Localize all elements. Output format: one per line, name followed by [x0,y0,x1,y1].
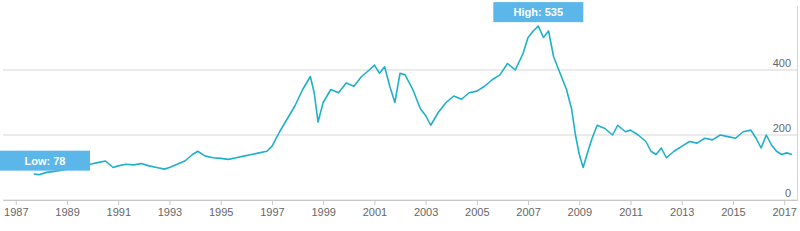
y-tick: 400 [773,57,797,70]
x-tick: 2003 [414,200,438,218]
grid [3,70,797,200]
x-tick-mark [272,200,273,205]
x-tick-label: 2005 [465,206,489,218]
y-tick-label: 400 [773,57,791,69]
x-tick-mark [16,200,17,205]
x-tick: 2001 [363,200,387,218]
x-tick: 1995 [209,200,233,218]
annotation-label: High: 535 [514,6,564,18]
annotation-label: Low: 78 [25,155,66,167]
x-tick-label: 2011 [619,206,643,218]
x-tick: 2007 [516,200,540,218]
series-line [34,26,792,175]
x-tick: 1993 [158,200,182,218]
x-tick-mark [477,200,478,205]
x-tick: 2017 [772,200,796,218]
x-tick: 2011 [619,200,643,218]
x-tick: 2009 [568,200,592,218]
annotation-box [493,2,583,22]
y-tick-label: 0 [785,187,791,199]
x-tick-label: 1997 [260,206,284,218]
x-tick-label: 1999 [311,206,335,218]
x-tick-label: 2007 [516,206,540,218]
x-tick-mark [579,200,580,205]
grid-line [3,200,797,201]
x-tick-label: 1993 [158,206,182,218]
x-tick-mark [118,200,119,205]
x-tick-label: 2017 [772,206,796,218]
annotation: High: 535 [493,2,583,22]
x-tick: 1997 [260,200,284,218]
x-tick: 1989 [55,200,79,218]
grid-line [3,135,797,136]
x-tick-label: 1987 [4,206,28,218]
x-tick-label: 2015 [721,206,745,218]
x-axis-line [4,200,798,201]
chart: 0 200 400 1987 1989 1991 1993 1995 1997 1999 2001 2… [0,0,800,231]
x-tick-mark [323,200,324,205]
x-tick: 2013 [670,200,694,218]
grid-line [3,70,797,71]
x-tick-mark [631,200,632,205]
page: {"chart_data": {"type": "line", "color":… [0,0,800,231]
x-tick: 1999 [311,200,335,218]
x-tick-label: 2013 [670,206,694,218]
x-tick-mark [169,200,170,205]
x-tick-label: 2009 [568,206,592,218]
x-tick-label: 1991 [107,206,131,218]
y-axis-line [797,6,798,201]
x-tick-mark [682,200,683,205]
x-tick-label: 1989 [55,206,79,218]
x-tick-label: 2003 [414,206,438,218]
annotation: Low: 78 [0,151,90,171]
y-tick-label: 200 [773,122,791,134]
x-tick-mark [733,200,734,205]
x-tick-mark [528,200,529,205]
x-tick-mark [67,200,68,205]
x-tick: 1991 [107,200,131,218]
y-tick: 200 [773,122,797,135]
x-tick: 2015 [721,200,745,218]
plot-area [34,26,792,175]
x-tick-label: 2001 [363,206,387,218]
y-axis: 0 200 400 [773,6,798,201]
x-tick-mark [221,200,222,205]
annotation-box [0,151,90,171]
x-tick-label: 1995 [209,206,233,218]
x-tick-mark [784,200,785,205]
annotations: Low: 78 High: 535 [0,2,583,171]
x-tick-mark [426,200,427,205]
y-tick: 0 [785,187,797,200]
x-axis: 1987 1989 1991 1993 1995 1997 1999 2001 2003 2005… [4,200,798,218]
x-tick: 1987 [4,200,28,218]
x-tick-mark [374,200,375,205]
x-tick: 2005 [465,200,489,218]
